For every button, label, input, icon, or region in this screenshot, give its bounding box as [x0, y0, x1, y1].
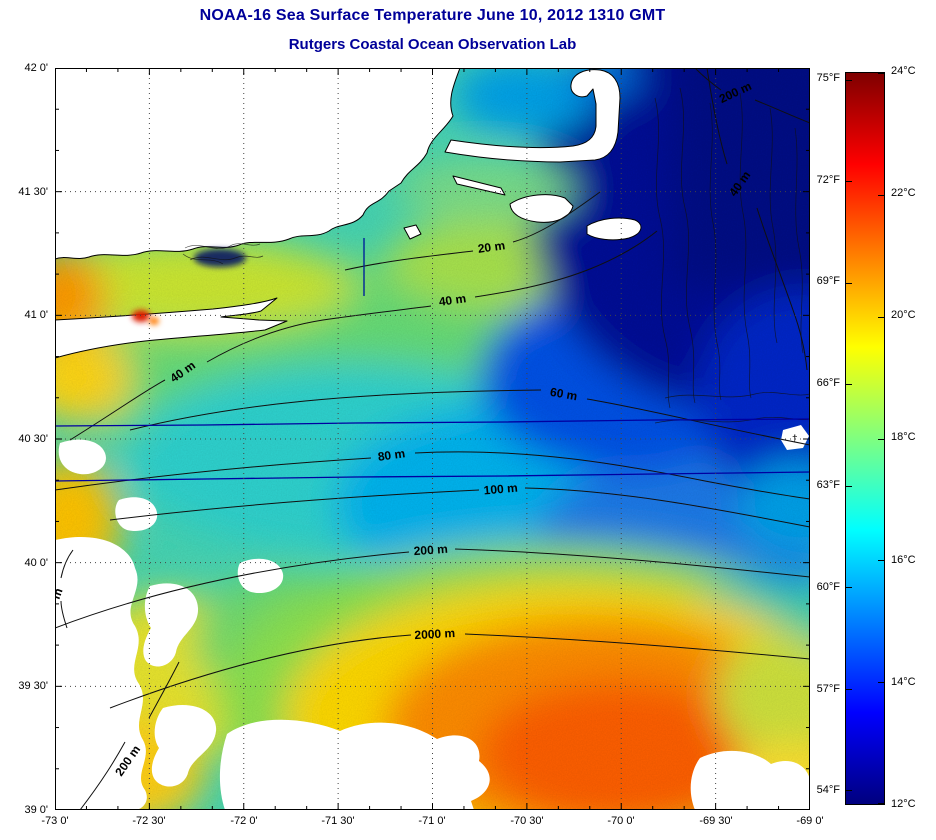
- colorbar-tick: [878, 803, 884, 804]
- cloud-mask-patches: [55, 425, 810, 810]
- colorbar-celsius-label: 14°C: [891, 676, 916, 688]
- lat-tick-label: 39 30': [18, 680, 48, 692]
- block-island: [403, 224, 422, 240]
- isobath-label: 200 m: [413, 542, 448, 558]
- colorbar-tick: [846, 790, 852, 792]
- colorbar-tick: [846, 587, 852, 589]
- lat-tick-label: 41 0': [24, 309, 48, 321]
- land-masses: [55, 68, 642, 359]
- colorbar-tick: [846, 282, 852, 284]
- colorbar-celsius-label: 12°C: [891, 798, 916, 810]
- lat-tick-label: 39 0': [24, 804, 48, 816]
- lat-tick-label: 42 0': [24, 62, 48, 74]
- figure-subtitle: Rutgers Coastal Ocean Observation Lab: [288, 36, 577, 53]
- nantucket-island: [586, 217, 642, 241]
- colorbar-fahrenheit-label: 66°F: [816, 377, 840, 389]
- cape-cod-arm: [444, 69, 621, 163]
- isobath-label: 60 m: [549, 385, 578, 404]
- colorbar-tick: [878, 194, 884, 196]
- dark-sound-patch: [194, 249, 246, 267]
- transect-lines: [55, 238, 810, 482]
- colorbar-celsius-label: 20°C: [891, 309, 916, 321]
- cloud-patch: [55, 536, 147, 810]
- graticule-gridlines: [55, 68, 810, 810]
- colorbar-fahrenheit-label: 54°F: [816, 784, 840, 796]
- connecticut-mainland-coast: [55, 68, 461, 260]
- glider-transect-line: [55, 418, 810, 427]
- cloud-patch: [115, 497, 158, 532]
- colorbar-tick: [878, 438, 884, 440]
- colorbar-celsius-label: 16°C: [891, 554, 916, 566]
- lat-tick-label: 40 0': [24, 557, 48, 569]
- isobath-label: m: [55, 586, 66, 601]
- isobath-label: 2000 m: [414, 626, 455, 642]
- lon-tick-label: -72 30': [132, 815, 166, 827]
- isobath-label: 80 m: [377, 446, 406, 464]
- colorbar-celsius-label: 24°C: [891, 65, 916, 77]
- cloud-patch: [237, 558, 284, 594]
- colorbar-fahrenheit-label: 63°F: [816, 479, 840, 491]
- cloud-patch: [219, 719, 490, 810]
- colorbar-fahrenheit-label: 57°F: [816, 683, 840, 695]
- isobath-label: 20 m: [477, 238, 506, 256]
- colorbar-fahrenheit-label: 72°F: [816, 174, 840, 186]
- cloud-patch: [58, 439, 106, 475]
- colorbar-tick: [846, 485, 852, 487]
- lon-tick-label: -71 30': [321, 815, 355, 827]
- colorbar-fahrenheit-label: 75°F: [816, 72, 840, 84]
- lat-tick-label: 41 30': [18, 186, 48, 198]
- local-sst-anomalies: [132, 249, 246, 325]
- temperature-colorbar: [845, 72, 885, 805]
- dagger-mark: †: [792, 434, 798, 445]
- cloud-patch: [143, 583, 199, 667]
- colorbar-tick: [878, 316, 884, 318]
- sst-map-canvas: 200 m 40 m 20 m 40 m 40 m 60 m 80 m 100 …: [55, 68, 810, 810]
- colorbar-tick: [878, 73, 884, 74]
- lon-tick-label: -71 0': [418, 815, 446, 827]
- lon-tick-label: -70 30': [510, 815, 544, 827]
- isobath-label: 100 m: [483, 481, 518, 498]
- colorbar-tick: [846, 79, 852, 81]
- colorbar-celsius-label: 22°C: [891, 187, 916, 199]
- contour-label-layer: 200 m 40 m 20 m 40 m 40 m 60 m 80 m 100 …: [55, 79, 798, 779]
- hot-spot: [132, 310, 150, 322]
- glider-transect-line: [55, 471, 810, 482]
- lon-tick-label: -73 0': [41, 815, 69, 827]
- isobath-label: 40 m: [438, 291, 467, 309]
- figure-title: NOAA-16 Sea Surface Temperature June 10,…: [199, 7, 666, 24]
- lon-tick-label: -69 30': [699, 815, 733, 827]
- lon-tick-label: -70 0': [607, 815, 635, 827]
- lat-tick-label: 40 30': [18, 433, 48, 445]
- colorbar-tick: [846, 688, 852, 690]
- lon-tick-label: -69 0': [796, 815, 824, 827]
- lon-tick-label: -72 0': [230, 815, 258, 827]
- colorbar-tick: [846, 181, 852, 183]
- colorbar-fahrenheit-label: 60°F: [816, 581, 840, 593]
- warm-spot: [149, 317, 159, 325]
- map-plot: 200 m 40 m 20 m 40 m 40 m 60 m 80 m 100 …: [55, 68, 810, 810]
- plot-border: [55, 68, 810, 810]
- colorbar-fahrenheit-label: 69°F: [816, 275, 840, 287]
- cloud-patch: [690, 750, 810, 810]
- colorbar-tick: [878, 682, 884, 684]
- elizabeth-islands: [452, 175, 506, 196]
- cloud-patch: [151, 704, 217, 787]
- colorbar-tick: [878, 560, 884, 562]
- colorbar-tick: [846, 384, 852, 386]
- colorbar-celsius-label: 18°C: [891, 431, 916, 443]
